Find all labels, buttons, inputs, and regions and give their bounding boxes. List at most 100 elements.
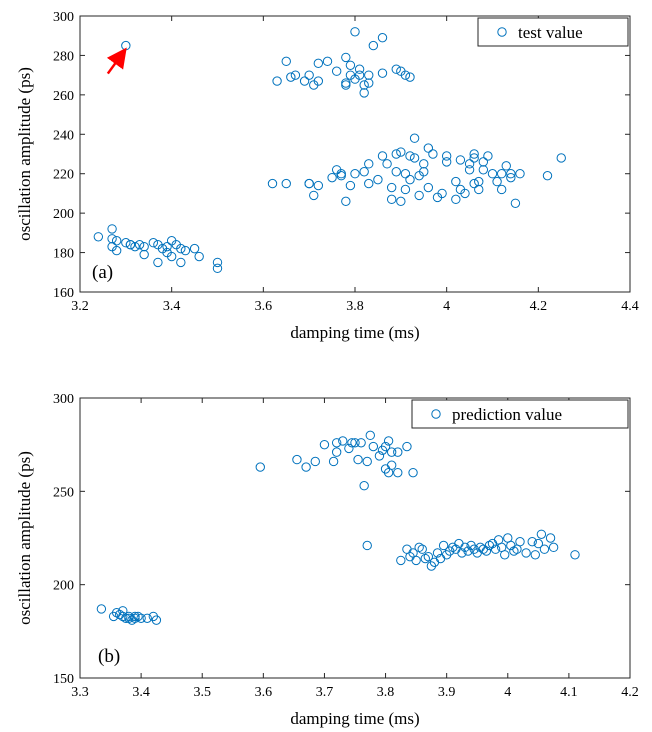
- y-tick-label: 280: [53, 49, 74, 64]
- legend-label: prediction value: [452, 405, 562, 424]
- data-point: [474, 176, 484, 187]
- y-tick-label: 220: [53, 168, 74, 183]
- x-tick-label: 4.4: [621, 299, 639, 314]
- x-tick-label: 4.2: [530, 299, 548, 314]
- data-point: [515, 169, 525, 179]
- data-point: [121, 40, 131, 51]
- data-point: [464, 159, 475, 169]
- data-point: [393, 447, 403, 457]
- data-point: [474, 184, 484, 195]
- data-point: [176, 243, 186, 254]
- y-tick-label: 180: [53, 247, 74, 262]
- data-point: [139, 241, 149, 252]
- data-point: [386, 447, 397, 457]
- data-point: [382, 159, 392, 169]
- data-point: [393, 467, 403, 478]
- data-point: [409, 153, 420, 163]
- data-point: [133, 611, 143, 622]
- data-point: [496, 169, 507, 179]
- legend-marker: [431, 409, 441, 419]
- data-point: [286, 72, 296, 82]
- data-point: [304, 178, 314, 189]
- data-point: [490, 544, 501, 554]
- data-point: [347, 438, 357, 448]
- legend-box: [477, 17, 629, 47]
- data-point: [365, 430, 375, 441]
- data-point: [441, 151, 452, 161]
- data-point: [267, 178, 278, 189]
- data-point: [492, 176, 502, 187]
- data-point: [481, 546, 492, 556]
- data-point: [359, 88, 369, 98]
- data-point: [364, 78, 374, 88]
- legend-box: [411, 399, 629, 429]
- data-point: [341, 80, 351, 90]
- data-point: [405, 151, 415, 161]
- data-point: [515, 537, 525, 547]
- data-point: [130, 613, 140, 623]
- data-point: [414, 542, 424, 553]
- x-tick-label: 3.8: [377, 685, 395, 700]
- data-point: [451, 176, 461, 187]
- data-point: [423, 143, 434, 153]
- x-tick-label: 3.8: [346, 299, 364, 314]
- data-point: [151, 615, 162, 625]
- data-point: [419, 167, 429, 177]
- data-point: [428, 149, 438, 159]
- data-point: [501, 161, 511, 171]
- data-point: [327, 172, 337, 183]
- data-point: [408, 467, 418, 478]
- data-point: [464, 165, 475, 175]
- data-point: [153, 257, 163, 268]
- data-point: [313, 76, 324, 86]
- data-point: [272, 76, 282, 86]
- x-tick-label: 3.2: [71, 299, 89, 314]
- data-point: [483, 151, 493, 161]
- data-point: [417, 544, 427, 554]
- y-tick-label: 200: [53, 207, 74, 222]
- data-point: [121, 613, 131, 623]
- data-point: [400, 70, 411, 80]
- data-point: [405, 72, 415, 82]
- data-point: [368, 441, 379, 452]
- data-point: [400, 184, 411, 195]
- data-point: [350, 438, 360, 448]
- data-point: [506, 169, 516, 179]
- data-point: [423, 182, 434, 193]
- annotation-arrow: [106, 47, 127, 75]
- data-point: [396, 147, 406, 157]
- data-point: [396, 196, 406, 207]
- data-point: [176, 257, 186, 268]
- y-axis-label: oscillation amplitude (ps): [15, 451, 34, 625]
- data-point: [354, 70, 365, 80]
- x-tick-label: 4: [443, 299, 450, 314]
- data-point: [521, 548, 531, 558]
- data-point: [136, 613, 146, 623]
- data-point: [118, 611, 128, 622]
- data-point: [423, 551, 434, 562]
- data-point: [527, 537, 537, 547]
- data-point: [368, 40, 379, 51]
- x-tick-label: 3.6: [255, 685, 273, 700]
- data-point: [331, 66, 342, 76]
- data-point: [545, 533, 556, 543]
- y-tick-label: 150: [53, 672, 74, 687]
- data-point: [386, 460, 397, 470]
- x-tick-label: 3.4: [132, 685, 150, 700]
- x-tick-label: 3.4: [163, 299, 181, 314]
- data-point: [93, 232, 104, 242]
- data-point: [509, 546, 519, 556]
- data-point: [469, 178, 479, 189]
- x-tick-label: 3.9: [438, 685, 456, 700]
- data-point: [469, 153, 479, 163]
- data-point: [354, 64, 365, 74]
- x-tick-label: 4.2: [621, 685, 639, 700]
- data-point: [530, 550, 540, 560]
- data-point: [539, 544, 550, 554]
- data-point: [125, 239, 136, 250]
- data-point: [301, 462, 311, 472]
- x-tick-label: 3.7: [316, 685, 334, 700]
- data-point: [281, 178, 291, 189]
- data-point: [419, 159, 429, 169]
- data-point: [341, 52, 351, 63]
